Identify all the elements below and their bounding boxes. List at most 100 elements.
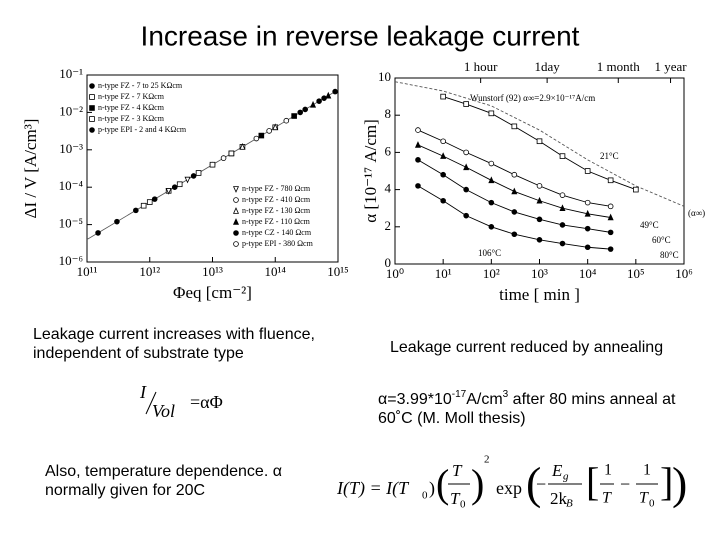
paren: (	[526, 458, 541, 509]
data-point	[297, 109, 304, 116]
y-tick-label: 10⁻²	[59, 103, 83, 118]
data-point	[415, 127, 421, 133]
y-tick-label: 8	[385, 106, 392, 121]
data-point	[559, 153, 566, 159]
data-point	[140, 202, 147, 209]
data-point	[536, 183, 543, 189]
x-tick-label: 10⁰	[386, 266, 404, 281]
data-point	[607, 246, 614, 252]
data-point	[607, 177, 614, 184]
data-point	[95, 230, 101, 236]
legend-marker	[233, 241, 239, 247]
data-point	[607, 229, 614, 236]
legend-marker	[233, 197, 239, 203]
formula-part: −	[536, 474, 546, 494]
formula-part: T	[639, 490, 649, 507]
x-axis-label: time [ min ]	[499, 285, 580, 304]
data-point	[332, 88, 338, 95]
data-point	[463, 149, 469, 156]
slide-title: Increase in reverse leakage current	[141, 20, 580, 51]
formula-part: T	[602, 490, 612, 507]
data-point	[559, 192, 566, 198]
paren: (	[436, 461, 449, 506]
data-point	[440, 93, 446, 100]
data-point	[463, 101, 469, 107]
formula-part: I	[139, 382, 147, 402]
paren: )	[471, 461, 484, 506]
data-point	[559, 222, 566, 228]
data-point	[559, 204, 566, 212]
x-tick-label: 10¹³	[202, 264, 223, 279]
data-point	[488, 199, 495, 206]
data-point	[440, 171, 446, 178]
formula-part: exp	[496, 478, 522, 498]
paren: )	[672, 458, 687, 509]
data-point	[488, 110, 495, 117]
data-point	[584, 244, 591, 251]
legend-label: n-type FZ - 410 Ωcm	[242, 195, 311, 204]
formula-part: 0	[422, 490, 428, 502]
data-point	[488, 176, 495, 184]
data-point	[584, 209, 591, 217]
x-tick-label: 10¹⁵	[327, 264, 348, 279]
data-point	[220, 155, 227, 161]
data-point	[536, 237, 543, 243]
legend-label: n-type CZ - 140 Ωcm	[242, 228, 312, 237]
y-axis-label: α [10⁻¹⁷ A/cm]	[361, 119, 380, 223]
data-point	[607, 203, 614, 210]
series-label: 106°C	[478, 248, 501, 258]
data-point	[536, 216, 543, 223]
data-point	[440, 152, 447, 159]
data-point	[146, 199, 153, 205]
x-tick-label: 10²	[483, 266, 500, 281]
legend-label: p-type EPI - 380 Ωcm	[242, 239, 314, 248]
data-point	[114, 218, 120, 225]
temperature-note: Also, temperature dependence. α normally…	[45, 463, 282, 499]
data-point	[239, 142, 246, 150]
alpha-note: α=3.99*10-17A/cm3 after 80 mins anneal a…	[378, 390, 678, 428]
formula-part: T	[452, 461, 463, 480]
formula-part: 2k	[550, 489, 568, 508]
data-point	[272, 123, 279, 131]
data-point	[228, 150, 235, 157]
plot-frame	[394, 77, 685, 265]
legend-label: n-type FZ - 4 KΩcm	[98, 103, 165, 112]
formula-part: 1	[643, 462, 651, 479]
legend-marker	[232, 207, 240, 214]
data-point	[559, 240, 566, 247]
data-point	[511, 123, 518, 130]
annotation: (α∞)	[688, 208, 705, 218]
x-tick-label: 10¹⁴	[265, 264, 287, 279]
y-tick-label: 10⁻¹	[59, 66, 83, 81]
formula-part: −	[620, 474, 630, 494]
x2-tick-label: 1 hour	[464, 59, 498, 74]
x-tick-label: 10¹²	[139, 264, 160, 279]
legend-marker	[89, 83, 95, 89]
formula-part: g	[563, 471, 569, 483]
data-point	[165, 188, 172, 195]
x-tick-label: 10⁴	[579, 266, 597, 281]
fraction-slash	[145, 391, 157, 415]
data-point	[291, 113, 297, 119]
formula-part: I(T) = I(T	[336, 478, 410, 499]
legend-marker	[89, 116, 95, 122]
y-tick-label: 10⁻⁴	[59, 178, 84, 193]
data-point	[584, 199, 591, 206]
data-point	[171, 184, 178, 191]
y-tick-label: 10⁻⁶	[59, 253, 83, 268]
legend-marker	[232, 186, 240, 193]
legend-label: n-type FZ - 130 Ωcm	[242, 206, 311, 215]
x-tick-label: 10³	[531, 266, 548, 281]
data-point	[463, 186, 469, 193]
data-point	[440, 138, 446, 145]
data-point	[310, 100, 317, 108]
legend-marker	[89, 94, 95, 100]
exponent: -17	[451, 389, 467, 400]
data-point	[536, 138, 543, 145]
legend-marker	[89, 127, 95, 133]
legend-marker	[89, 105, 95, 111]
data-point	[184, 176, 191, 184]
data-point	[584, 168, 591, 174]
